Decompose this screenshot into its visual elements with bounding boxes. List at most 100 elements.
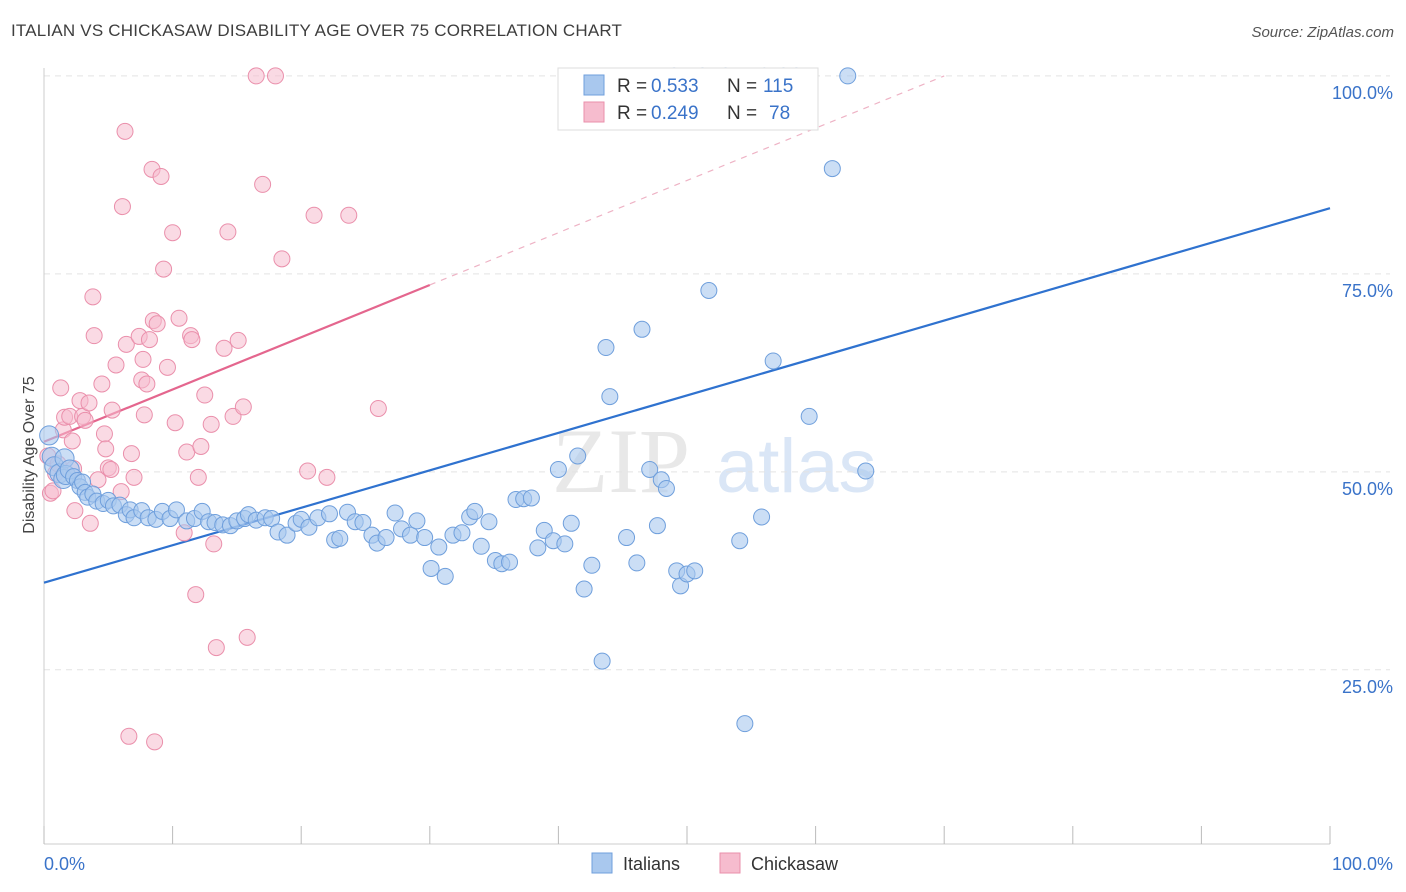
chickasaw-point — [93, 375, 111, 393]
italians-point — [618, 529, 636, 547]
italians-point — [753, 508, 771, 526]
chickasaw-point — [205, 535, 223, 553]
y-tick-label: 100.0% — [1332, 83, 1393, 103]
chickasaw-point — [84, 288, 102, 306]
legend-n-label-1: N = — [727, 76, 757, 97]
italians-point — [331, 529, 349, 547]
watermark: ZIP atlas — [552, 410, 877, 512]
chickasaw-point — [183, 331, 201, 349]
chickasaw-point — [140, 331, 158, 349]
italians-point — [436, 567, 454, 585]
chickasaw-point — [238, 628, 256, 646]
chickasaw-point — [85, 327, 103, 345]
chickasaw-point — [76, 411, 94, 429]
source-label: Source: ZipAtlas.com — [1251, 24, 1394, 41]
chickasaw-point — [196, 386, 214, 404]
chickasaw-point — [234, 398, 252, 416]
chickasaw-point — [166, 414, 184, 432]
italians-point — [522, 489, 540, 507]
chickasaw-point — [116, 122, 134, 140]
italians-point — [823, 160, 841, 178]
legend-n-label-2: N = — [727, 103, 757, 124]
chickasaw-point — [318, 468, 336, 486]
legend-n-value-2: 78 — [769, 103, 790, 124]
chickasaw-point — [80, 394, 98, 412]
chickasaw-point — [122, 445, 140, 463]
italians-point — [430, 538, 448, 556]
chickasaw-point — [340, 206, 358, 224]
chickasaw-point — [164, 224, 182, 242]
italians-point — [408, 512, 426, 530]
chickasaw-trend-extension — [429, 75, 945, 286]
chickasaw-point — [266, 67, 284, 85]
legend-r-label-2: R = — [617, 103, 647, 124]
italians-point — [731, 532, 749, 550]
legend-bottom-label-chickasaw: Chickasaw — [751, 854, 839, 874]
italians-point — [453, 524, 471, 542]
italians-point — [601, 388, 619, 406]
chickasaw-point — [189, 468, 207, 486]
italians-point — [641, 460, 659, 478]
y-tick-label: 25.0% — [1342, 677, 1393, 697]
y-axis-label: Disability Age Over 75 — [21, 376, 38, 534]
chickasaw-point — [134, 350, 152, 368]
chickasaw-point — [207, 639, 225, 657]
italians-point — [354, 514, 372, 532]
italians-point — [569, 447, 587, 465]
chickasaw-point — [52, 379, 70, 397]
chart-title: ITALIAN VS CHICKASAW DISABILITY AGE OVER… — [11, 21, 623, 40]
italians-point — [583, 556, 601, 574]
chickasaw-point — [215, 339, 233, 357]
chickasaw-point — [103, 401, 121, 419]
italians-point — [472, 537, 490, 555]
legend-bottom-swatch-chickasaw — [719, 852, 741, 874]
chickasaw-point — [369, 399, 387, 417]
italians-point — [800, 407, 818, 425]
italians-point — [593, 652, 611, 670]
legend-n-value-1: 115 — [763, 76, 793, 97]
legend-r-label-1: R = — [617, 76, 647, 97]
chickasaw-point — [158, 358, 176, 376]
italians-point — [857, 462, 875, 480]
chickasaw-point — [229, 331, 247, 349]
chickasaw-point — [120, 727, 138, 745]
italians-points — [39, 67, 875, 733]
italians-point — [386, 504, 404, 522]
italians-point — [278, 526, 296, 544]
italians-point — [402, 526, 420, 544]
italians-point — [39, 425, 60, 446]
italians-point — [549, 460, 567, 478]
italians-point — [480, 513, 498, 531]
chickasaw-point — [125, 468, 143, 486]
x-tick-label: 100.0% — [1332, 854, 1393, 874]
chickasaw-point — [202, 415, 220, 433]
italians-point — [764, 352, 782, 370]
italians-point — [575, 580, 593, 598]
italians-point — [700, 282, 718, 300]
legend-r-value-2: 0.249 — [651, 103, 699, 124]
chickasaw-point — [254, 175, 272, 193]
chickasaw-point — [95, 425, 113, 443]
y-tick-label: 50.0% — [1342, 479, 1393, 499]
italians-point — [736, 715, 754, 733]
legend-swatch-italians — [583, 74, 605, 96]
chickasaw-point — [138, 375, 156, 393]
chickasaw-point — [299, 462, 317, 480]
chickasaw-point — [273, 250, 291, 268]
italians-point — [628, 554, 646, 572]
italians-point — [466, 502, 484, 520]
italians-point — [416, 529, 434, 547]
italians-point — [422, 559, 440, 577]
chickasaw-point — [81, 514, 99, 532]
italians-point — [597, 339, 615, 357]
chickasaw-point — [63, 432, 81, 450]
chickasaw-point — [113, 198, 131, 216]
chickasaw-point — [44, 482, 62, 500]
italians-point — [633, 320, 651, 338]
chickasaw-point — [170, 309, 188, 327]
chickasaw-point — [107, 356, 125, 374]
chickasaw-point — [192, 437, 210, 455]
x-tick-label: 0.0% — [44, 854, 85, 874]
watermark-atlas: atlas — [716, 424, 877, 509]
chickasaw-point — [135, 406, 153, 424]
